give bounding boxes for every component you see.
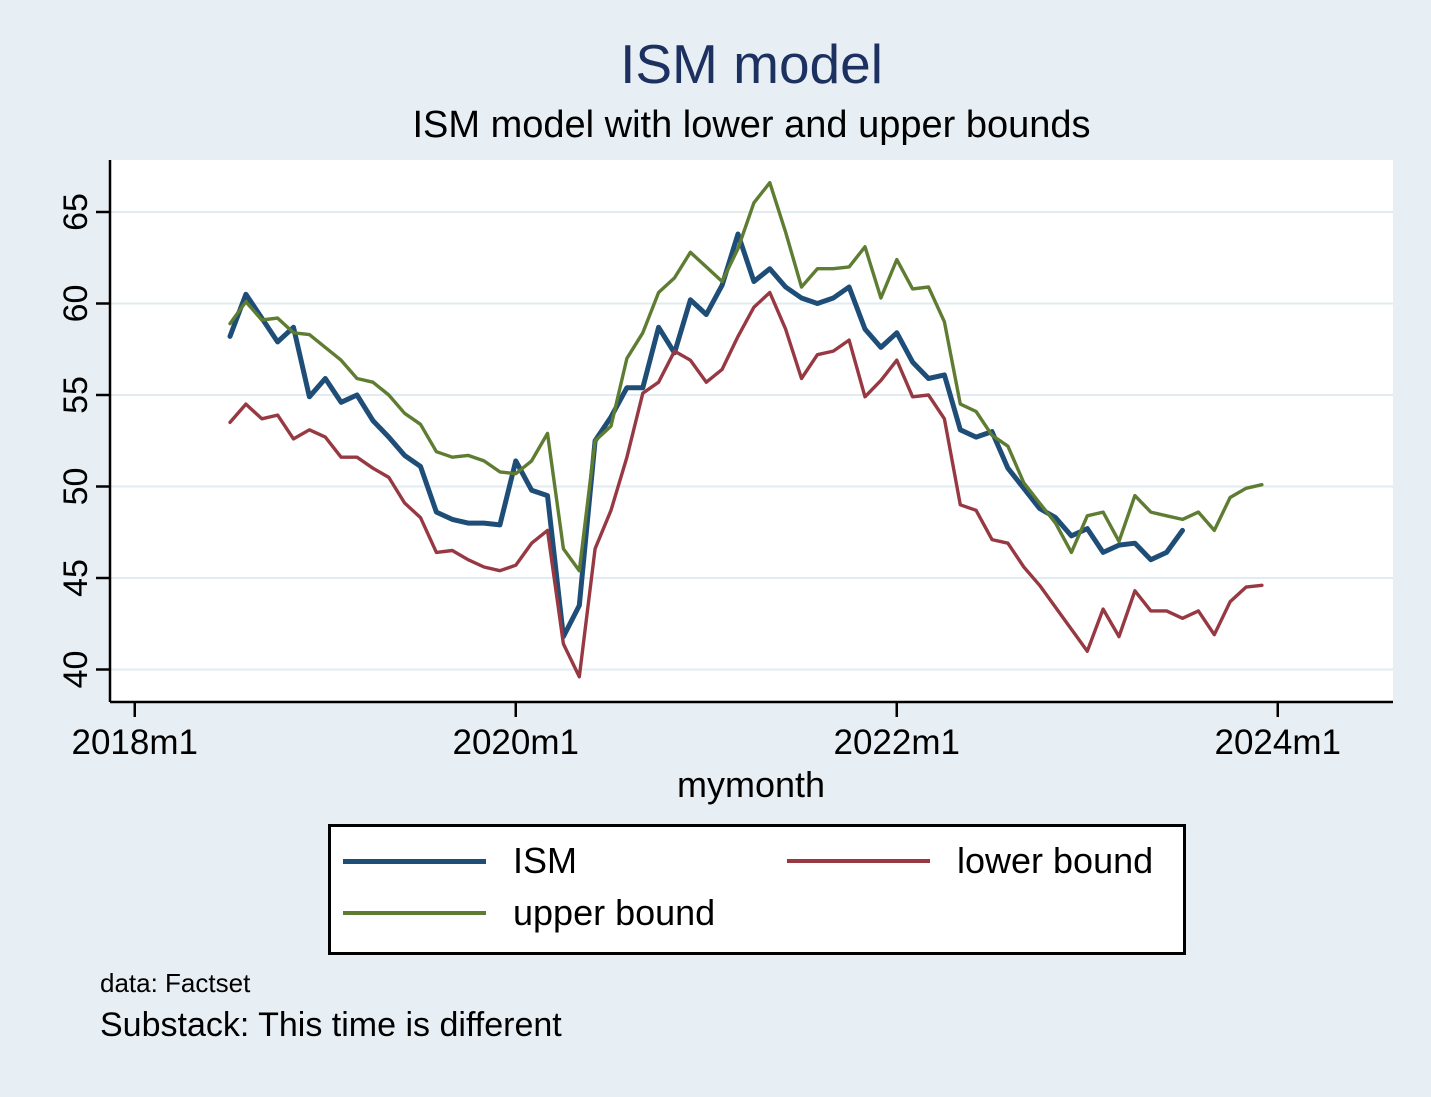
legend-item-lower-bound: lower bound	[787, 839, 1153, 883]
y-tick-label-55: 55	[57, 376, 95, 414]
legend-label-ism: ISM	[513, 840, 578, 881]
y-tick-label-45: 45	[57, 559, 95, 597]
legend-label-lower-bound: lower bound	[957, 840, 1154, 881]
lower-bound-line-sample	[787, 859, 930, 863]
y-tick-label-40: 40	[57, 651, 95, 689]
x-tick-label-2018m1: 2018m1	[72, 723, 198, 762]
x-tick-label-2022m1: 2022m1	[834, 723, 960, 762]
legend-item-ism: ISM	[343, 839, 577, 883]
upper-bound-line-sample	[343, 911, 486, 915]
caption-note: Substack: This time is different	[100, 1006, 562, 1044]
x-axis-title: mymonth	[677, 764, 825, 805]
series-line-upper-bound	[228, 180, 1264, 573]
chart-title: ISM model	[620, 33, 883, 95]
ism-line-sample	[343, 858, 486, 864]
series-line-ism	[227, 231, 1185, 640]
series-line-lower-bound	[228, 290, 1264, 679]
chart-subtitle: ISM model with lower and upper bounds	[412, 104, 1091, 146]
x-tick-label-2020m1: 2020m1	[453, 723, 579, 762]
y-tick-label-60: 60	[57, 285, 95, 323]
legend-item-upper-bound: upper bound	[343, 891, 715, 935]
y-tick-label-50: 50	[57, 468, 95, 506]
data-source-note: data: Factset	[100, 968, 251, 998]
legend-box: ISM lower bound upper bound	[328, 824, 1186, 955]
x-tick-label-2024m1: 2024m1	[1215, 723, 1341, 762]
y-tick-label-65: 65	[57, 193, 95, 231]
plot-area	[110, 160, 1393, 702]
legend-label-upper-bound: upper bound	[513, 892, 716, 933]
